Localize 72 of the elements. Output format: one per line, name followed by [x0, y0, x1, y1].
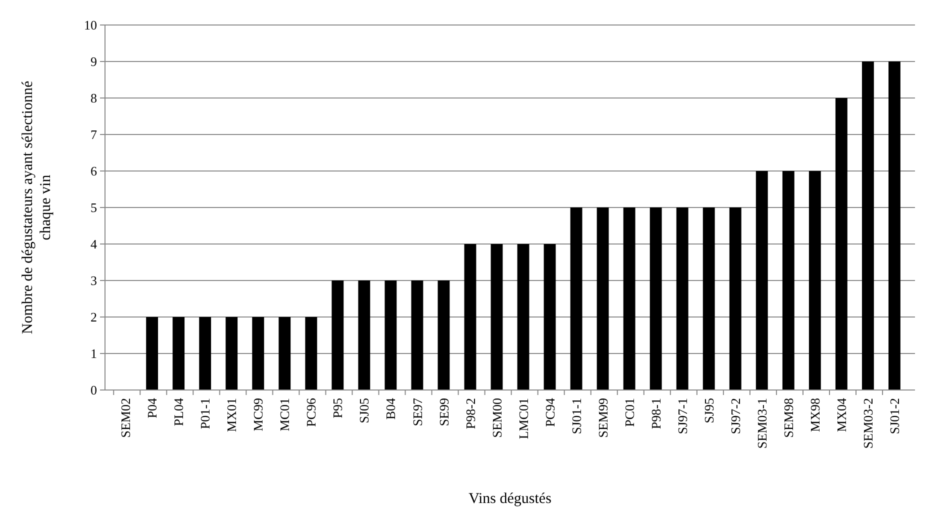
bar: [490, 244, 503, 390]
x-tick-label: PC01: [622, 398, 637, 427]
bar: [332, 280, 344, 390]
x-tick-label: SJ95: [701, 398, 716, 424]
x-tick-label: PC96: [304, 398, 319, 427]
bar: [862, 62, 874, 390]
bar: [517, 244, 530, 390]
bar: [676, 208, 688, 390]
bar: [596, 208, 609, 390]
x-tick-label: P04: [144, 398, 160, 418]
y-tick-label: 0: [90, 382, 97, 398]
y-tick-label: 8: [90, 90, 97, 106]
x-tick-label: SEM99: [595, 398, 610, 438]
x-tick-label: SJ97-1: [674, 398, 690, 434]
bar: [146, 317, 158, 390]
bar: [544, 244, 556, 390]
y-tick-label: 6: [90, 164, 98, 179]
y-tick-label: 1: [90, 346, 97, 362]
bar: [172, 317, 185, 390]
x-tick-label: SEM02: [118, 398, 134, 438]
bar: [835, 98, 848, 390]
x-tick-label: SEM03-2: [860, 398, 876, 449]
bar: [782, 171, 794, 390]
bar: [729, 208, 742, 390]
bar: [358, 280, 370, 390]
y-tick-label: 9: [90, 54, 97, 70]
y-tick-label: 4: [90, 236, 98, 252]
x-tick-label: MC01: [277, 398, 292, 432]
x-tick-label: MX98: [807, 398, 822, 432]
x-tick-label: LMC01: [516, 398, 531, 440]
bar: [702, 208, 715, 390]
x-tick-label: SJ97-2: [728, 398, 743, 434]
bar: [756, 171, 768, 390]
bar: [808, 171, 821, 390]
x-tick-label: P98-1: [648, 398, 664, 430]
bar: [411, 280, 424, 390]
x-tick-label: P01-1: [198, 398, 213, 430]
bar: [305, 317, 318, 390]
x-tick-label: SEM03-1: [754, 398, 770, 449]
bar: [252, 317, 264, 390]
x-tick-label: SEM00: [489, 398, 504, 438]
y-tick-label: 10: [84, 18, 97, 33]
bar: [438, 280, 450, 390]
bar: [650, 208, 662, 390]
bar: [278, 317, 291, 390]
x-tick-label: B04: [383, 398, 398, 420]
x-tick-label: SJ01-1: [568, 398, 584, 434]
x-tick-label: P98-2: [462, 398, 478, 430]
x-tick-label: SE97: [410, 398, 425, 426]
bar: [623, 208, 636, 390]
x-axis-title: Vins dégustés: [468, 491, 552, 507]
y-axis-title: Nombre de dégustateurs ayant sélectionné chaque vin: [20, 80, 54, 334]
x-tick-label: PL04: [171, 398, 186, 426]
bar: [226, 317, 238, 390]
bar: [570, 208, 582, 390]
y-tick-label: 7: [90, 127, 98, 142]
x-tick-label: MX01: [224, 398, 240, 432]
bar: [199, 317, 212, 390]
y-tick-label: 3: [90, 273, 97, 288]
y-tick-label: 5: [90, 200, 97, 216]
x-tick-label: MC99: [250, 398, 266, 432]
x-tick-label: P95: [330, 398, 346, 418]
x-tick-label: SEM98: [780, 398, 796, 438]
x-tick-label: SJ05: [356, 398, 372, 424]
x-tick-label: SJ01-2: [887, 398, 902, 434]
bar: [384, 280, 397, 390]
bar: [464, 244, 476, 390]
bar: [888, 62, 900, 390]
x-tick-label: MX04: [834, 398, 849, 432]
y-tick-label: 2: [90, 310, 97, 325]
x-tick-label: SE99: [436, 398, 452, 426]
x-tick-label: PC94: [542, 398, 558, 427]
